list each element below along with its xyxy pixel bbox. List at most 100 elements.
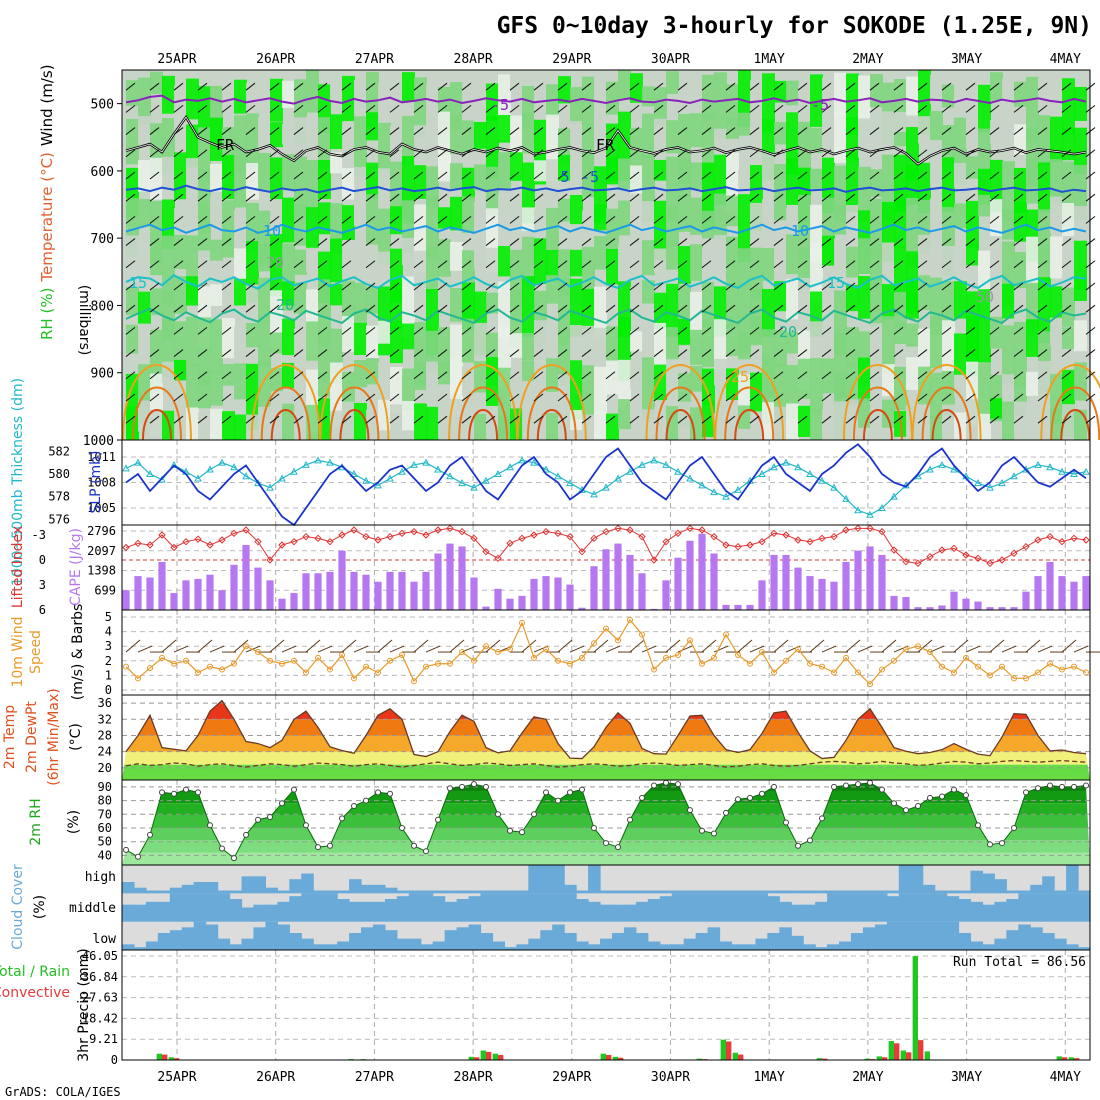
wind-barb [845,238,856,246]
cloud-middle-cell [396,896,410,922]
thickness-marker [350,469,358,477]
wind-barb [869,282,880,291]
wind-speed-marker [327,666,333,673]
wind-barb [605,326,616,335]
rh-shade-cell [522,236,535,287]
cloud-high-cell [396,890,410,894]
wind-barb [269,415,280,424]
wind-barb [437,371,448,380]
wind-barb [245,171,256,180]
wind-barb [149,104,160,113]
rh-shade-cell [606,248,619,285]
cloud-low-cell [301,938,314,950]
rh-shade-cell [738,330,751,360]
rh-shade-cell [1014,201,1027,242]
rh-shade-cell [642,409,655,440]
wind-barb [581,215,592,224]
temp-tick: 36 [98,696,112,710]
wind-barb [869,415,880,424]
cloud-low-cell [731,944,745,950]
cross-section-ylabel: RH (%)Temperature (°C)Wind (m/s) [38,64,56,340]
wind-speed-marker [315,654,321,661]
wind-barb [1037,149,1048,158]
cloud-high-cell [253,876,267,894]
thickness-marker [866,510,874,518]
wind-barb [653,326,664,335]
lifted-index-marker [866,524,874,533]
wind-barb [533,104,544,113]
wind-barb [437,415,448,424]
wind-barb [365,127,376,135]
rh-shade-cell [702,319,715,367]
precip-conv-bar [498,1055,504,1060]
cloud-low-cell [683,938,697,950]
lifted-index-marker [350,526,358,534]
warm-isotherm [458,386,509,441]
rh-shade-cell [666,327,679,360]
lifted-index-marker [830,532,838,541]
wind-barb [845,171,856,180]
wind-barb [845,104,856,113]
cape-bar [794,567,802,610]
wind-barb [125,639,141,653]
rh-shade-cell [1062,78,1075,135]
rh-shade-cell [594,411,607,440]
wind-speed-marker [1071,663,1077,670]
wind-barb [881,639,897,653]
cloud-middle-cell [1066,893,1079,922]
rh-shade-cell [822,409,835,440]
rh-shade-cell [882,284,895,320]
rh-shade-cell [858,166,871,222]
rh-shade-cell [906,323,919,347]
wind-speed-marker [435,660,441,667]
rh-marker [267,814,273,821]
wind-barb [653,393,664,402]
cape-bar [290,593,298,610]
wind-barb [125,215,136,224]
precip-conv-bar [882,1057,888,1060]
wind-barb [1001,645,1017,653]
wind-speed-marker [279,660,285,667]
warm-isotherm [250,364,321,441]
wind-barb [365,349,376,357]
wind-barb [773,371,784,380]
rh-shade-cell [810,243,823,303]
wind-barb [701,104,712,113]
rh-shade-cell [546,358,559,392]
cloud-low-cell [671,944,685,950]
rh-shade-cell [174,152,187,200]
wind-barb [233,639,249,653]
wind-barb [941,260,952,269]
wind-barb [221,215,232,224]
wind-barb [1037,82,1048,91]
cloud-middle-cell [157,901,171,922]
rh-shade-cell [714,193,727,240]
wind-barb [173,393,184,402]
warm-isotherm [1060,409,1091,441]
wind-barb [341,415,352,424]
rh-shade-cell [354,322,367,356]
rh-shade-cell [570,194,583,225]
wind-barb [629,149,640,158]
cloud-high-cell [719,890,733,894]
wind-barb [773,393,784,402]
wind-barb [581,349,592,357]
rh-shade-cell [678,318,691,345]
rh-marker [279,800,285,807]
wind-barb [245,304,256,313]
cloud-middle-cell [1078,893,1091,922]
rh-shade-cell [762,402,775,440]
cape-bar [806,576,814,610]
wind-barb [173,127,184,135]
cloud-high-cell [731,890,745,894]
cloud-low-cell [874,924,888,950]
rh-shade-cell [894,323,907,344]
rh-shade-cell [690,197,703,235]
wind-speed-marker [147,665,153,672]
cloud-high-cell [122,882,135,894]
rh-shade-cell [546,275,559,304]
thickness-marker [254,479,262,487]
lifted-index-marker [386,532,394,541]
cape-bar [830,581,838,610]
rh-band [122,840,1090,853]
